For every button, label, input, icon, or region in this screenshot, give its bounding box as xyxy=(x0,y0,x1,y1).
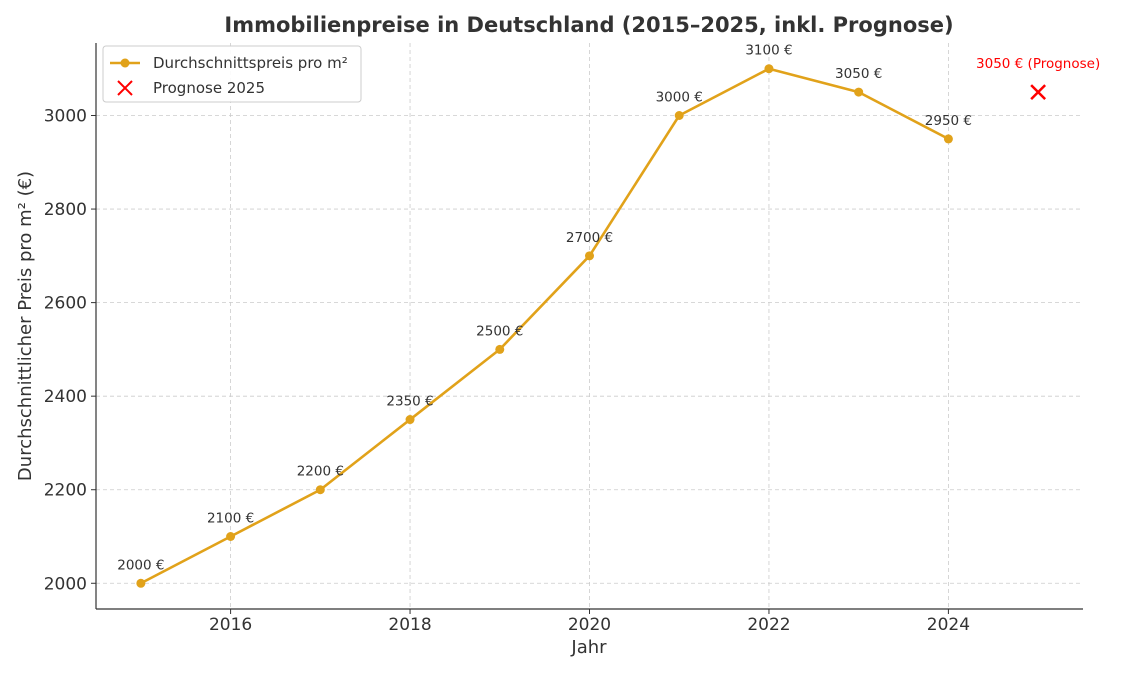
series xyxy=(136,64,1047,588)
legend: Durchschnittspreis pro m² Prognose 2025 xyxy=(102,45,362,103)
y-tick-label: 2400 xyxy=(44,387,87,407)
data-label: 2500 € xyxy=(476,323,523,339)
y-ticks: 2000 2200 2400 2600 2800 3000 xyxy=(44,107,96,594)
y-axis-label: Durchschnittlicher Preis pro m² (€) xyxy=(15,171,36,481)
data-label: 3100 € xyxy=(745,43,792,59)
data-label: 2100 € xyxy=(207,510,254,526)
series-line xyxy=(140,67,950,585)
y-tick-label: 2800 xyxy=(44,200,87,220)
legend-forecast-label: Prognose 2025 xyxy=(153,79,265,97)
legend-series-marker xyxy=(120,58,130,68)
data-label: 2200 € xyxy=(297,464,344,480)
data-label: 2350 € xyxy=(386,394,433,410)
data-label: 3050 € xyxy=(835,66,882,82)
data-label: 2700 € xyxy=(566,230,613,246)
legend-series-label: Durchschnittspreis pro m² xyxy=(153,54,348,72)
grid-lines xyxy=(96,43,1083,609)
forecast-label: 3050 € (Prognose) xyxy=(976,56,1100,72)
x-tick-label: 2016 xyxy=(209,615,252,635)
data-labels: 2000 € 2100 € 2200 € 2350 € 2500 € 2700 € 3000… xyxy=(117,43,1100,574)
data-point xyxy=(854,87,864,97)
forecast-marker xyxy=(1030,84,1047,100)
y-tick-label: 3000 xyxy=(44,107,87,127)
data-point xyxy=(315,485,325,495)
data-point xyxy=(585,251,594,261)
chart-title: Immobilienpreise in Deutschland (2015–20… xyxy=(224,13,953,37)
data-point xyxy=(226,531,236,541)
data-point xyxy=(136,578,146,588)
x-ticks: 2016 2018 2020 2022 2024 xyxy=(209,609,970,635)
x-tick-label: 2022 xyxy=(747,615,790,635)
y-tick-label: 2200 xyxy=(44,481,87,501)
x-tick-label: 2020 xyxy=(568,615,611,635)
data-point xyxy=(495,344,505,354)
data-point xyxy=(764,64,774,74)
data-point xyxy=(405,415,415,425)
data-label: 3000 € xyxy=(656,90,703,106)
legend-forecast-marker xyxy=(117,80,133,96)
legend-box xyxy=(102,45,362,103)
legend-forecast-stroke xyxy=(117,80,133,96)
data-point xyxy=(943,134,953,144)
data-label: 2950 € xyxy=(925,113,972,129)
forecast-marker-stroke xyxy=(1030,84,1047,100)
x-tick-label: 2024 xyxy=(927,615,970,635)
y-tick-label: 2000 xyxy=(44,574,87,594)
data-label: 2000 € xyxy=(117,557,164,573)
x-tick-label: 2018 xyxy=(388,615,431,635)
x-axis-label: Jahr xyxy=(570,637,607,658)
y-tick-label: 2600 xyxy=(44,294,87,314)
data-point xyxy=(674,111,684,121)
